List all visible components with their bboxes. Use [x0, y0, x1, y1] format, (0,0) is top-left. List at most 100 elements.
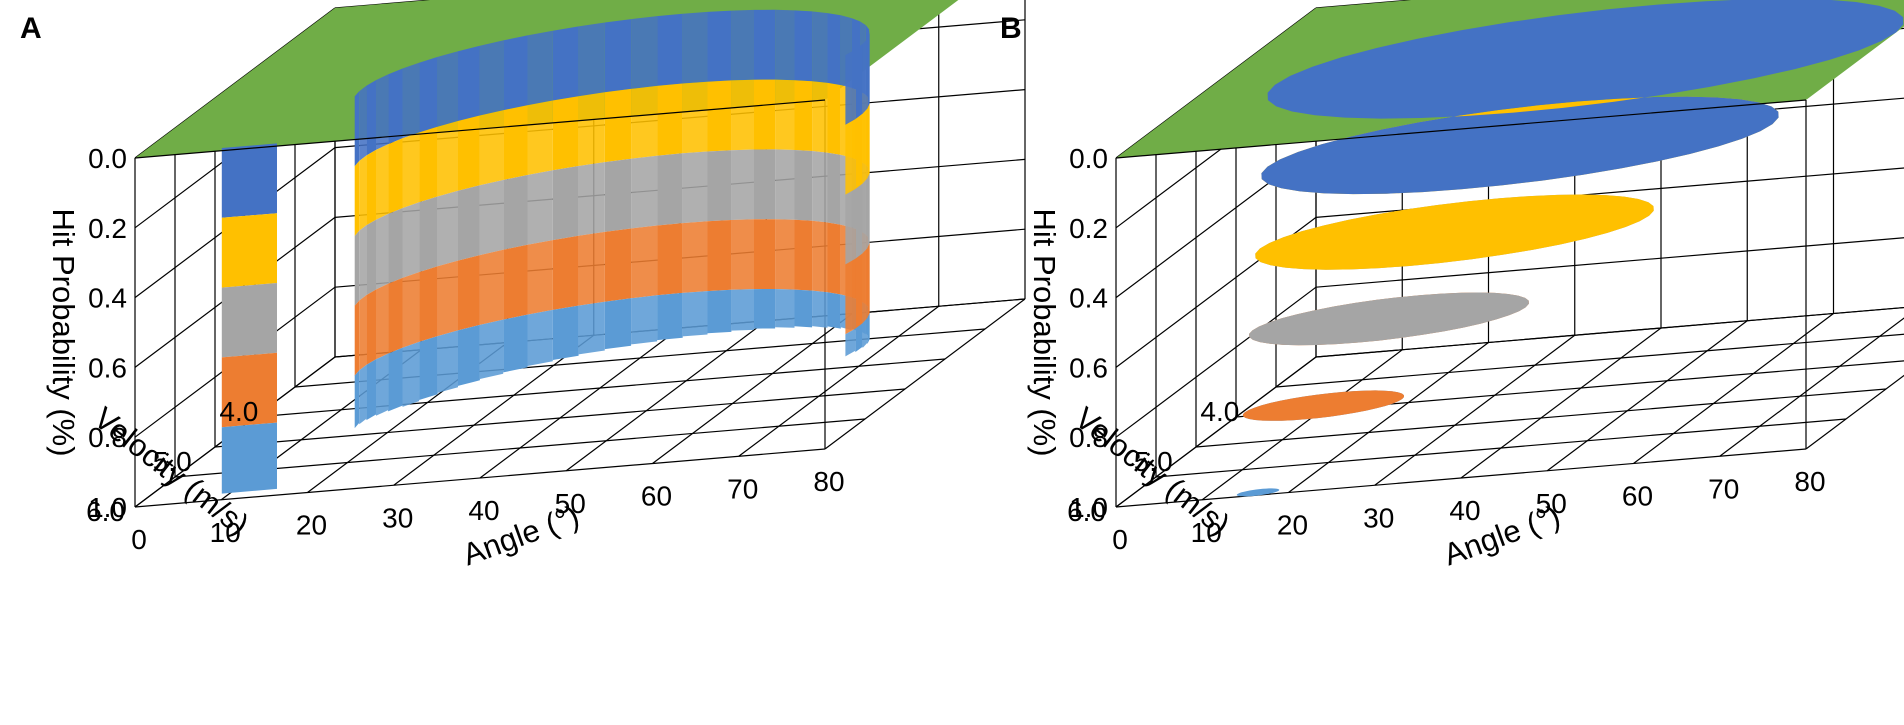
floor-gridline [479, 327, 681, 479]
surface-band [458, 45, 480, 122]
surface-band [775, 79, 795, 150]
surface-band [657, 13, 683, 86]
surface-band [731, 219, 754, 290]
surface-band [354, 370, 360, 429]
surface-band [812, 81, 828, 153]
surface-band [827, 82, 841, 155]
z-tick-label: 1.0 [88, 492, 127, 523]
surface-band [527, 30, 553, 106]
surface-band [366, 149, 376, 226]
x-tick-label: 60 [1622, 481, 1653, 512]
surface-band [366, 219, 376, 296]
surface-band [657, 83, 683, 156]
surface-band [366, 359, 376, 421]
floor-gridline [1115, 448, 1807, 508]
surface-band [855, 113, 863, 190]
surface-band [604, 158, 632, 232]
surface-band [604, 19, 632, 93]
z-tick-label: 0.6 [1069, 352, 1108, 383]
surface-band [437, 190, 458, 267]
surface-band [827, 292, 841, 329]
surface-band [812, 290, 828, 328]
chart-panel-b: B 0.0 0.2 0.4 0.6 0.8 1.00 10 20 30 40 50 60 70 80 4.0 5… [1000, 0, 1904, 572]
surface-band [754, 149, 776, 220]
surface-band [419, 266, 438, 342]
surface-band [794, 219, 813, 291]
surface-band [479, 249, 504, 325]
surface-band [794, 289, 813, 328]
surface-band [794, 80, 813, 151]
surface-band [419, 196, 438, 273]
x-tick-label: 10 [210, 517, 241, 548]
surface [135, 0, 959, 494]
x-tick-label: 30 [382, 502, 413, 533]
wall-gridline [1115, 356, 1317, 508]
surface-band [862, 318, 868, 348]
surface-band [855, 323, 863, 353]
x-tick-label: 0 [1112, 524, 1128, 555]
surface-band [631, 16, 658, 89]
floor-gridline [134, 448, 826, 508]
surface-band [479, 319, 504, 379]
wall-gridline [1115, 286, 1317, 438]
surface-band [359, 155, 367, 231]
x-tick-label: 10 [1191, 517, 1222, 548]
surface-band [527, 170, 553, 245]
y-tick-label: 5.0 [153, 446, 192, 477]
x-tick-label: 40 [468, 495, 499, 526]
surface-band [604, 228, 632, 302]
surface-band [221, 352, 277, 428]
surface-band [855, 44, 863, 120]
surface-band [419, 126, 438, 203]
surface-band [775, 9, 795, 81]
floor-gridline [824, 298, 1026, 450]
floor-gridline [1460, 327, 1662, 479]
surface-band [682, 221, 708, 293]
surface-band [707, 220, 732, 292]
surface-band [682, 11, 708, 84]
y-tick-label: 4.0 [219, 396, 258, 427]
y-tick-label: 6.0 [1067, 496, 1106, 527]
chart-panel-a: A 0.0 0.2 0.4 0.6 0.8 1.00 10 20 30 40 50 60 70 80 4.0 5… [20, 0, 1026, 572]
surface-band [402, 132, 420, 209]
surface-band [731, 289, 754, 331]
x-tick-label: 70 [1708, 473, 1739, 504]
surface-band [707, 10, 732, 82]
z-tick-label: 0.0 [88, 143, 127, 174]
surface-band [682, 291, 708, 337]
surface-band [366, 80, 376, 156]
surface-band [845, 189, 856, 265]
surface-band [388, 347, 403, 412]
floor-gridline [738, 305, 940, 457]
surface-band [376, 283, 389, 360]
surface-band [862, 108, 868, 184]
surface-band [707, 289, 732, 334]
z-tick-label: 0.8 [1069, 422, 1108, 453]
x-tick-label: 80 [813, 466, 844, 497]
tick-labels: 0.0 0.2 0.4 0.6 0.8 1.00 10 20 30 40 50 60 70 80 4.0 5.… [86, 143, 845, 555]
surface-band [862, 178, 868, 254]
surface-band [458, 324, 480, 386]
surface-band [402, 341, 420, 407]
surface-band [867, 103, 870, 179]
surface-band [731, 9, 754, 81]
tick-labels: 0.0 0.2 0.4 0.6 0.8 1.00 10 20 30 40 50 60 70 80 4.0 5.… [1067, 143, 1826, 555]
surface [1116, 0, 1904, 497]
z-tick-label: 0.4 [88, 283, 127, 314]
surface-band [794, 10, 813, 82]
surface-band [631, 155, 658, 229]
z-axis-label: Hit Probability (%) [46, 208, 81, 456]
surface-band [458, 185, 480, 261]
x-tick-label: 80 [1794, 466, 1825, 497]
surface-band [527, 240, 553, 315]
surface-band [827, 152, 841, 225]
surface-band [754, 79, 776, 150]
surface-band [775, 219, 795, 290]
surface-band [354, 91, 360, 167]
z-axis-label: Hit Probability (%) [1027, 208, 1062, 456]
surface-band [402, 62, 420, 139]
surface-band [359, 364, 367, 425]
surface-band [867, 243, 870, 318]
surface-band [503, 105, 528, 180]
